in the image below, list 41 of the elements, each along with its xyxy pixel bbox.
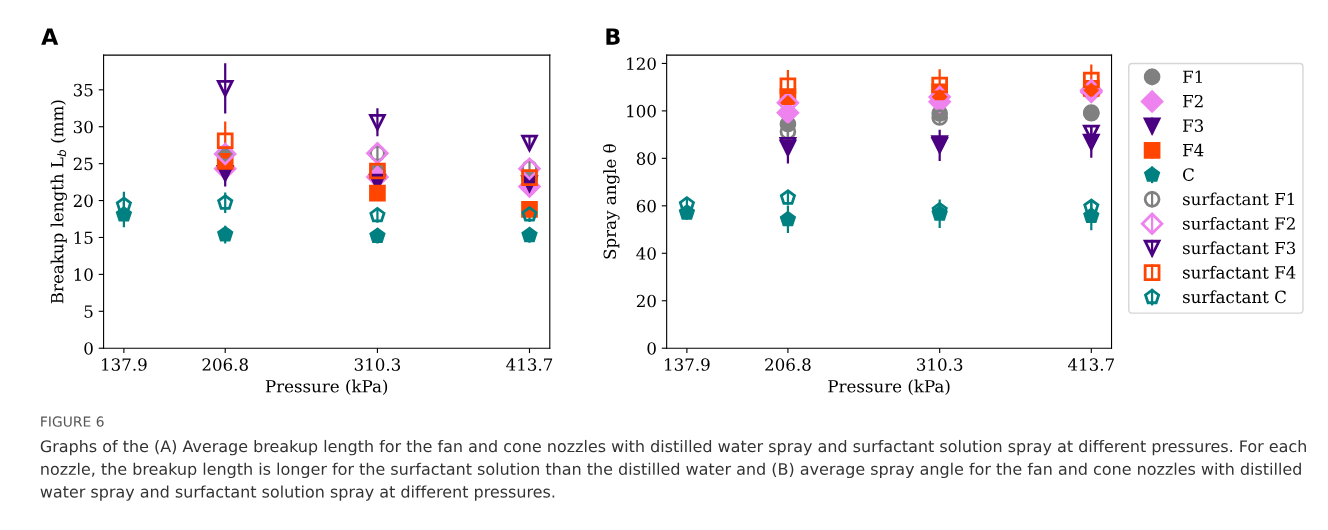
y-tick-label: 0 [647,342,656,355]
x-axis-title: Pressure (kPa) [828,379,950,395]
y-tick-label: 120 [627,57,656,70]
x-tick-label: 310.3 [354,358,401,371]
y-axis-title: Spray angle θ [603,144,620,259]
legend-label: F2 [1183,94,1203,108]
y-tick-label: 15 [74,231,93,245]
x-tick-label: 206.8 [202,358,248,371]
legend-label: surfactant F1 [1183,192,1294,206]
x-tick-label: 413.7 [1067,358,1114,371]
x-tick-label: 137.9 [102,358,147,371]
chart-title: A [41,28,59,45]
x-tick-label: 137.9 [665,358,710,371]
chart-title: B [606,28,620,45]
y-tick-label: 80 [636,152,656,165]
y-tick-label: 25 [73,157,93,171]
legend-label: surfactant C [1183,290,1286,304]
y-tick-label: 20 [636,294,656,308]
y-tick-label: 35 [73,83,93,97]
y-tick-label: 0 [84,342,93,355]
y-tick-label: 100 [627,104,656,118]
x-tick-label: 310.3 [917,358,963,371]
y-tick-label: 5 [84,305,93,318]
legend-label: F3 [1183,119,1204,132]
legend-label: surfactant F2 [1183,216,1295,230]
y-tick-label: 60 [636,199,656,213]
legend-label: F1 [1183,70,1202,83]
text: Graphs of the (A) Average breakup length for the fan and cone nozzles with distilled water spray and surfactant solution spray at different pressures. For each nozzle, the breakup length is longer for the surfactant solution than the distilled water and (B) average spray angle for the fan and cone nozzles with distilled water spray and surfactant solution spray at different pressures. [40,439,1306,501]
y-tick-label: 20 [73,194,93,208]
legend-label: surfactant F3 [1183,241,1296,255]
x-tick-label: 413.7 [506,358,553,371]
x-tick-label: 206.8 [765,358,811,371]
caption: FIGURE 6 [41,416,104,427]
y-axis-title: Breakup length L$_{b}$ (mm) [50,100,67,304]
y-tick-label: 10 [74,268,93,281]
legend-label: F4 [1183,143,1204,157]
x-axis-title: Pressure (kPa) [265,379,388,395]
legend-label: surfactant F4 [1183,265,1296,279]
y-tick-label: 40 [636,247,656,260]
y-tick-label: 30 [73,120,93,134]
legend-label: C [1183,168,1194,181]
